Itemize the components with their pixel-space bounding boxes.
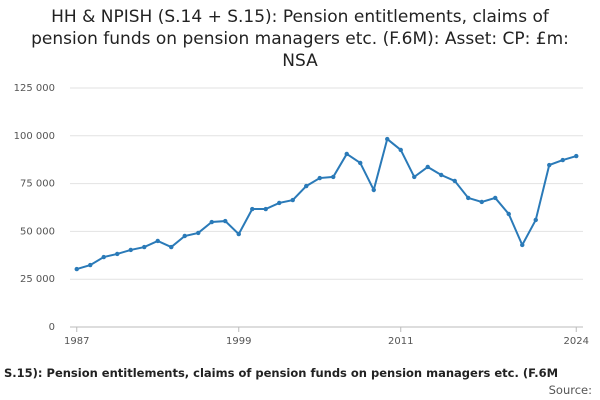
- x-tick-label: 2024: [564, 336, 589, 347]
- data-point: [155, 238, 160, 244]
- data-point: [290, 197, 295, 203]
- x-tick-label: 1999: [226, 336, 251, 347]
- data-point: [574, 153, 579, 159]
- data-point: [101, 254, 106, 260]
- data-point: [398, 147, 403, 153]
- data-point: [331, 174, 336, 180]
- data-point: [317, 175, 322, 181]
- data-point: [196, 230, 201, 236]
- data-point: [385, 136, 390, 142]
- data-point: [223, 218, 228, 224]
- data-point: [209, 219, 214, 225]
- chart-title: HH & NPISH (S.14 + S.15): Pension entitl…: [31, 7, 569, 71]
- data-point: [142, 244, 147, 250]
- y-tick-label: 50 000: [20, 226, 55, 237]
- data-point: [520, 242, 525, 248]
- data-point: [182, 233, 187, 239]
- x-tick-label: 1987: [64, 336, 89, 347]
- data-point: [452, 178, 457, 184]
- data-point: [533, 217, 538, 223]
- data-point: [466, 195, 471, 201]
- data-point: [304, 183, 309, 189]
- data-point: [263, 206, 268, 212]
- data-point: [277, 200, 282, 206]
- data-point: [74, 266, 79, 272]
- chart: 0 25 000 50 000 75 000 100 000 125 000 1987 199…: [14, 83, 589, 347]
- data-point: [358, 160, 363, 166]
- data-point: [412, 174, 417, 180]
- y-tick-label: 25 000: [20, 274, 55, 285]
- data-point: [506, 211, 511, 217]
- y-tick-label: 75 000: [20, 179, 55, 190]
- data-point: [479, 199, 484, 205]
- source-text: Source:: [548, 383, 592, 397]
- data-point: [250, 206, 255, 212]
- data-point: [425, 164, 430, 170]
- data-point: [128, 247, 133, 253]
- data-point: [493, 195, 498, 201]
- y-tick-label: 100 000: [14, 131, 55, 142]
- data-point: [439, 172, 444, 178]
- x-tick-label: 2011: [388, 336, 413, 347]
- data-line: [76, 137, 577, 271]
- data-point: [169, 244, 174, 250]
- data-point: [115, 251, 120, 257]
- data-point: [236, 231, 241, 237]
- data-point: [547, 162, 552, 168]
- y-tick-label: 0: [49, 322, 55, 333]
- data-point: [560, 157, 565, 163]
- y-tick-label: 125 000: [14, 83, 55, 94]
- data-point: [371, 187, 376, 193]
- footer-text: S.15): Pension entitlements, claims of p…: [4, 366, 559, 380]
- data-point: [88, 262, 93, 268]
- data-point: [344, 151, 349, 157]
